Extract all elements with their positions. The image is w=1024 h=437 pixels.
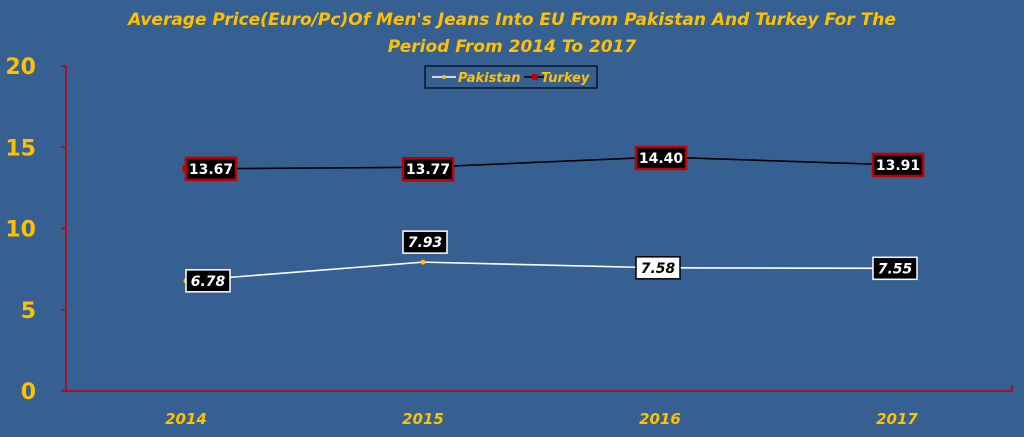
series-group [182, 153, 901, 284]
data-label-box [184, 156, 238, 182]
x-tick-label: 2017 [876, 410, 918, 428]
data-label-pakistan: 7.93 [402, 230, 448, 254]
legend: Pakistan Turkey [424, 65, 598, 89]
y-axis-ticks: 0 5 10 15 20 [5, 55, 66, 405]
data-label-pakistan: 7.55 [872, 256, 918, 281]
y-tick-label: 20 [5, 55, 36, 80]
data-label-box [872, 256, 918, 281]
chart-title: Average Price(Euro/Pc)Of Men's Jeans Int… [126, 10, 896, 57]
legend-turkey-marker [532, 74, 538, 80]
data-label-box [634, 145, 688, 171]
legend-pakistan-label: Pakistan [458, 71, 521, 86]
x-tick-label: 2015 [402, 410, 444, 428]
y-tick-label: 10 [5, 218, 36, 243]
series-line-pakistan [185, 261, 898, 282]
data-label-text: 7.58 [641, 261, 676, 277]
data-labels: 6.78 7.93 7.58 7.55 13.67 13.77 14.40 13.91 [184, 145, 925, 293]
data-label-box [402, 230, 448, 254]
x-tick-label: 2016 [639, 410, 681, 428]
data-label-turkey: 13.77 [401, 156, 455, 182]
y-tick-label: 15 [5, 136, 36, 161]
data-label-text: 7.93 [408, 235, 443, 251]
data-label-turkey: 13.91 [871, 152, 925, 178]
axes [65, 66, 1013, 392]
data-label-turkey: 14.40 [634, 145, 688, 171]
x-tick-label: 2014 [165, 410, 207, 428]
chart-title-line-2: Period From 2014 To 2017 [388, 37, 637, 57]
legend-turkey-label: Turkey [541, 71, 590, 86]
data-label-text: 6.78 [191, 274, 226, 290]
data-label-text: 14.40 [639, 151, 684, 167]
y-tick-label: 0 [21, 380, 36, 405]
chart-title-line-1: Average Price(Euro/Pc)Of Men's Jeans Int… [126, 10, 896, 30]
data-label-box [871, 152, 925, 178]
data-label-box [185, 269, 231, 293]
data-label-box [401, 156, 455, 182]
data-label-pakistan: 6.78 [185, 269, 231, 293]
data-point-pakistan [420, 259, 426, 265]
data-label-text: 13.91 [876, 158, 920, 174]
data-label-box [635, 256, 681, 280]
data-label-turkey: 13.67 [184, 156, 238, 182]
y-tick-label: 5 [21, 299, 36, 324]
legend-pakistan-marker [442, 75, 446, 79]
data-label-text: 13.77 [406, 162, 450, 178]
data-label-pakistan: 7.58 [635, 256, 681, 280]
data-label-text: 13.67 [189, 162, 233, 178]
x-axis-ticks: 2014 2015 2016 2017 [165, 410, 918, 428]
legend-box [424, 65, 598, 89]
data-label-text: 7.55 [878, 261, 913, 277]
series-line-turkey [185, 156, 898, 170]
